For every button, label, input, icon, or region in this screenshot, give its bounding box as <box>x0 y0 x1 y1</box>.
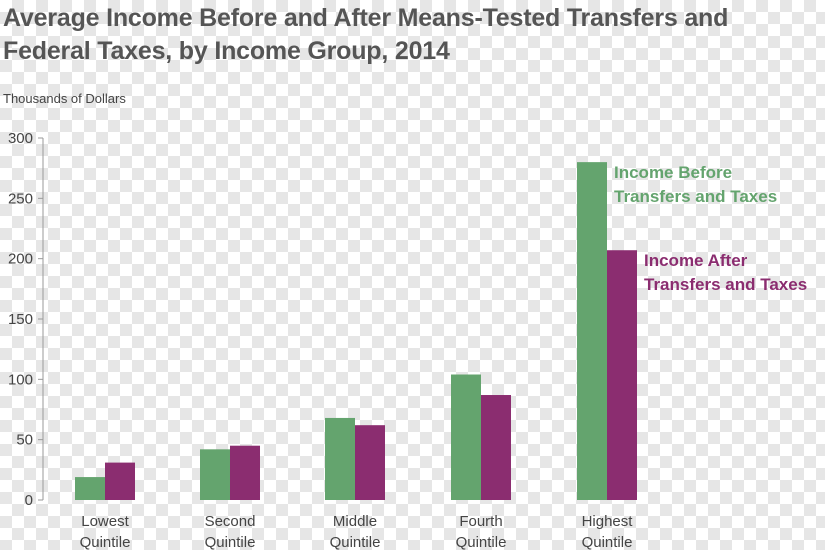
y-tick-label: 300 <box>8 130 33 147</box>
legend-label-before: Income Before Transfers and Taxes <box>614 163 777 206</box>
y-tick-label: 50 <box>16 432 33 449</box>
bar-after <box>607 250 637 500</box>
x-tick-label: Second Quintile <box>205 513 256 550</box>
bar-before <box>200 449 230 500</box>
bar-after <box>105 462 135 500</box>
y-tick-label: 150 <box>8 311 33 328</box>
y-tick-label: 0 <box>25 492 33 509</box>
y-tick-label: 200 <box>8 251 33 268</box>
y-tick-label: 250 <box>8 190 33 207</box>
chart-title: Average Income Before and After Means-Te… <box>3 4 729 65</box>
bar-after <box>230 445 260 500</box>
bar-before <box>75 477 105 500</box>
bar-after <box>481 395 511 500</box>
bar-before <box>325 417 355 500</box>
bar-before <box>577 162 607 500</box>
bar-before <box>451 374 481 500</box>
x-tick-label: Fourth Quintile <box>456 513 507 550</box>
bar-after <box>355 425 385 500</box>
x-tick-label: Middle Quintile <box>330 513 381 550</box>
legend-label-after: Income After Transfers and Taxes <box>644 251 807 294</box>
y-axis-label: Thousands of Dollars <box>3 91 126 106</box>
y-tick-label: 100 <box>8 371 33 388</box>
x-tick-label: Lowest Quintile <box>80 513 131 550</box>
x-tick-label: Highest Quintile <box>582 513 634 550</box>
